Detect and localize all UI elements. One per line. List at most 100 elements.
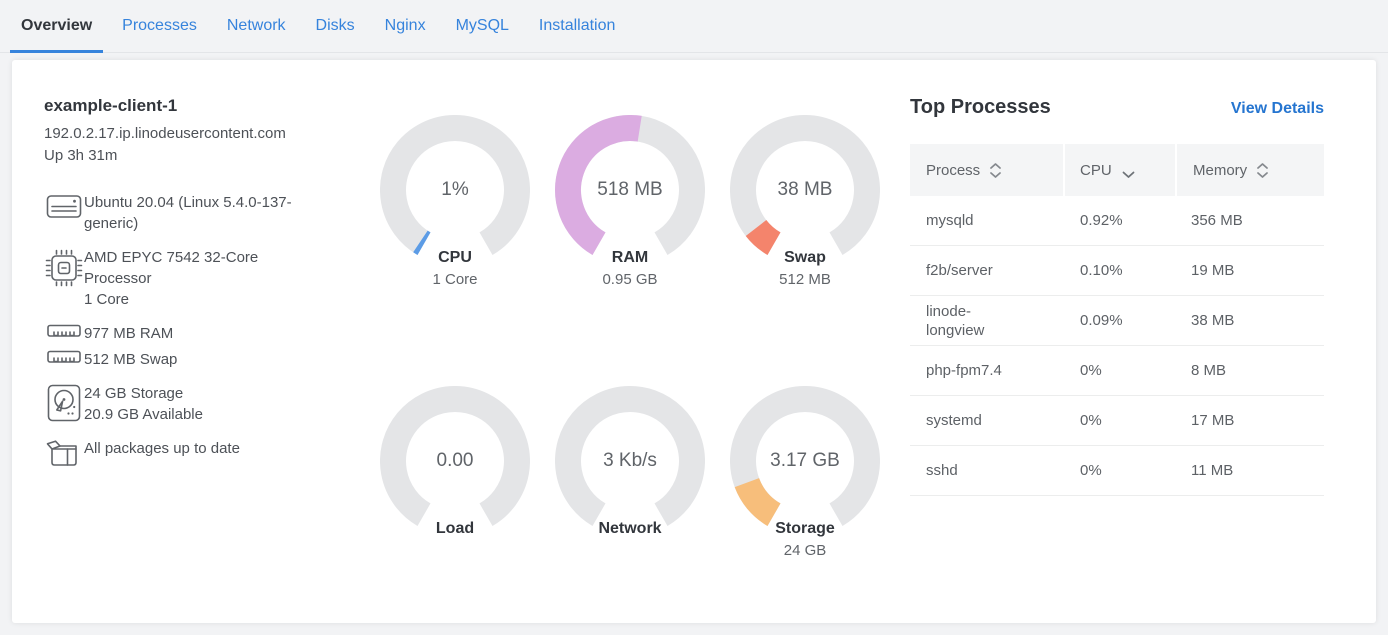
ram-stick-icon	[44, 349, 84, 370]
column-header-memory[interactable]: Memory	[1177, 144, 1324, 196]
tab-nginx[interactable]: Nginx	[374, 0, 437, 52]
detail-text: 24 GB Storage 20.9 GB Available	[84, 385, 203, 423]
tab-label: Installation	[538, 17, 616, 34]
detail-text: Ubuntu 20.04 (Linux 5.4.0-137-generic)	[84, 194, 292, 232]
detail-row-os: Ubuntu 20.04 (Linux 5.4.0-137-generic)	[44, 192, 340, 234]
gauge-value: 1%	[441, 179, 469, 200]
column-header-process[interactable]: Process	[910, 144, 1063, 196]
cell-process: linode-longview	[926, 302, 985, 339]
detail-text: AMD EPYC 7542 32-Core Processor 1 Core	[84, 249, 259, 308]
tab-bar: Overview Processes Network Disks Nginx M…	[0, 0, 1388, 53]
cell-cpu: 0.10%	[1080, 262, 1123, 279]
top-processes-title: Top Processes	[910, 96, 1051, 118]
cell-memory: 356 MB	[1191, 212, 1243, 229]
cell-cpu: 0.92%	[1080, 212, 1123, 229]
network-gauge-arc	[555, 386, 705, 526]
tab-installation[interactable]: Installation	[528, 0, 627, 52]
column-label: CPU	[1080, 161, 1112, 179]
gauge-label: Swap	[784, 249, 826, 266]
table-row: sshd 0% 11 MB	[910, 446, 1324, 496]
overview-card: example-client-1 192.0.2.17.ip.linodeuse…	[12, 60, 1376, 623]
gauge-value: 38 MB	[777, 179, 833, 200]
detail-text: 512 MB Swap	[84, 351, 178, 368]
table-row: f2b/server 0.10% 19 MB	[910, 246, 1324, 296]
cell-cpu: 0%	[1080, 462, 1102, 479]
gauge-swap: 38 MB Swap 512 MB	[730, 115, 880, 290]
gauge-storage: 3.17 GB Storage 24 GB	[730, 386, 880, 561]
tab-processes[interactable]: Processes	[111, 0, 208, 52]
table-row: mysqld 0.92% 356 MB	[910, 196, 1324, 246]
system-details-list: Ubuntu 20.04 (Linux 5.4.0-137-generic)	[44, 192, 340, 467]
cell-process: mysqld	[926, 212, 974, 229]
column-header-cpu[interactable]: CPU	[1065, 144, 1175, 196]
tab-label: Network	[226, 17, 286, 34]
table-row: php-fpm7.4 0% 8 MB	[910, 346, 1324, 396]
detail-row-packages: All packages up to date	[44, 438, 340, 467]
gauge-label: Network	[598, 520, 662, 537]
cell-process: f2b/server	[926, 262, 993, 279]
gauge-value: 3 Kb/s	[603, 450, 657, 471]
package-box-icon	[44, 438, 84, 467]
cpu-chip-icon	[44, 247, 84, 310]
gauge-sublabel: 0.95 GB	[602, 271, 658, 288]
gauge-network: 3 Kb/s Network	[555, 386, 705, 561]
cell-memory: 11 MB	[1191, 462, 1234, 479]
processes-table-header: Process CPU Memory	[910, 144, 1324, 196]
gauge-cpu: 1% CPU 1 Core	[380, 115, 530, 290]
cpu-gauge-arc	[380, 115, 530, 255]
tab-label: Disks	[315, 17, 355, 34]
view-details-link[interactable]: View Details	[1230, 100, 1324, 117]
gauge-sublabel: 1 Core	[432, 271, 478, 288]
gauge-label: Load	[435, 520, 475, 537]
gauge-label: Storage	[775, 520, 835, 537]
ram-stick-icon	[44, 323, 84, 344]
detail-text: 977 MB RAM	[84, 325, 174, 342]
hostname: 192.0.2.17.ip.linodeusercontent.com	[44, 125, 286, 142]
column-label: Memory	[1193, 161, 1248, 179]
tab-label: MySQL	[455, 17, 509, 34]
cell-process: php-fpm7.4	[926, 362, 1002, 379]
gauge-label: CPU	[438, 249, 472, 266]
gauge-value: 518 MB	[597, 179, 663, 200]
chevron-down-icon	[1122, 166, 1135, 183]
column-label: Process	[926, 161, 981, 179]
uptime: Up 3h 31m	[44, 147, 118, 164]
tab-disks[interactable]: Disks	[305, 0, 366, 52]
disk-icon	[44, 383, 84, 425]
swap-gauge-arc	[730, 115, 880, 255]
gauge-sublabel: 512 MB	[779, 271, 831, 288]
ram-gauge-arc	[555, 115, 705, 255]
table-row: systemd 0% 17 MB	[910, 396, 1324, 446]
cell-memory: 8 MB	[1191, 362, 1227, 379]
detail-row-cpu: AMD EPYC 7542 32-Core Processor 1 Core	[44, 247, 340, 310]
tab-label: Processes	[122, 17, 197, 34]
processes-table-body: mysqld 0.92% 356 MB f2b/server 0.10% 19 …	[910, 196, 1324, 496]
system-info-panel: example-client-1 192.0.2.17.ip.linodeuse…	[44, 96, 340, 593]
load-gauge-arc	[380, 386, 530, 526]
tab-mysql[interactable]: MySQL	[445, 0, 520, 52]
gauge-value: 0.00	[436, 450, 474, 471]
cell-memory: 19 MB	[1191, 262, 1235, 279]
sort-chevrons-icon	[990, 162, 1002, 178]
tab-label: Nginx	[384, 17, 426, 34]
cell-process: systemd	[926, 412, 982, 429]
gauge-value: 3.17 GB	[770, 450, 840, 471]
gauges-grid: 1% CPU 1 Core 518 MB RAM 0.95 GB 38 MB S…	[380, 115, 880, 593]
table-row: linode-longview 0.09% 38 MB	[910, 296, 1324, 346]
cell-process: sshd	[926, 462, 958, 479]
tab-network[interactable]: Network	[216, 0, 297, 52]
cell-cpu: 0%	[1080, 362, 1102, 379]
gauge-load: 0.00 Load	[380, 386, 530, 561]
detail-row-swap: 512 MB Swap	[44, 349, 340, 370]
cell-cpu: 0.09%	[1080, 312, 1123, 329]
gauge-sublabel: 24 GB	[783, 542, 827, 559]
detail-row-storage: 24 GB Storage 20.9 GB Available	[44, 383, 340, 425]
client-name: example-client-1	[44, 96, 178, 115]
gauge-label: RAM	[611, 249, 649, 266]
cell-cpu: 0%	[1080, 412, 1102, 429]
top-processes-panel: Top Processes View Details Process CPU M…	[910, 96, 1324, 593]
tab-overview[interactable]: Overview	[10, 0, 104, 53]
detail-text: All packages up to date	[84, 440, 240, 457]
tab-label: Overview	[21, 17, 93, 34]
sort-chevrons-icon	[1257, 162, 1269, 178]
